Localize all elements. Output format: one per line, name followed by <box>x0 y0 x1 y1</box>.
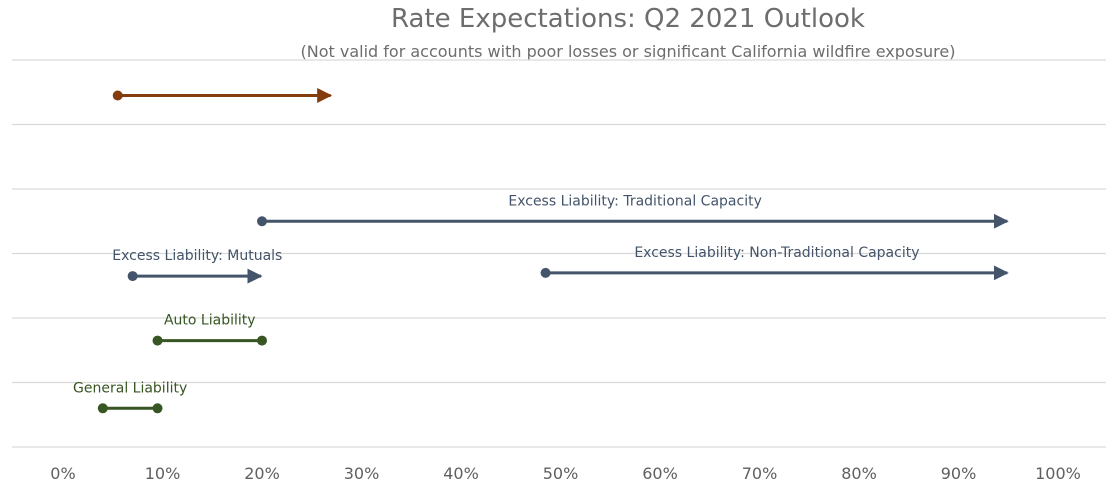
range-start-point <box>97 403 108 414</box>
series-range: General Liability <box>73 380 187 414</box>
range-end-point <box>152 403 163 414</box>
range-end-point <box>257 335 267 346</box>
series-label: Excess Liability: Traditional Capacity <box>508 193 762 209</box>
series-range: Excess Liability: Traditional Capacity <box>257 193 1009 229</box>
x-tick-label: 20% <box>244 464 280 483</box>
series-range: Excess Liability: Non-Traditional Capaci… <box>540 245 1009 281</box>
x-tick-label: 10% <box>145 464 181 483</box>
x-tick-label: 50% <box>543 464 579 483</box>
x-tick-label: 0% <box>50 464 75 483</box>
range-start-point <box>112 90 123 101</box>
chart-subtitle: (Not valid for accounts with poor losses… <box>300 42 956 61</box>
x-tick-label: 70% <box>742 464 778 483</box>
series-label: General Liability <box>73 380 187 396</box>
series-label: Excess Liability: Non-Traditional Capaci… <box>634 245 919 261</box>
series-label: Auto Liability <box>164 313 256 329</box>
x-tick-label: 90% <box>941 464 977 483</box>
series-ranges: Excess Liability: Traditional Capacity Ex… <box>73 87 1009 414</box>
x-tick-label: 60% <box>642 464 678 483</box>
gridlines <box>12 59 1106 448</box>
range-start-point <box>152 335 163 346</box>
x-tick-label: 40% <box>443 464 479 483</box>
x-tick-label: 100% <box>1035 464 1081 483</box>
chart-title: Rate Expectations: Q2 2021 Outlook <box>391 4 865 34</box>
series-range: Auto Liability <box>152 313 267 346</box>
range-start-point <box>257 216 267 227</box>
range-start-point <box>540 267 551 278</box>
x-tick-label: 30% <box>344 464 380 483</box>
series-label: Excess Liability: Mutuals <box>112 248 282 264</box>
series-range <box>112 87 333 103</box>
x-tick-label: 80% <box>841 464 877 483</box>
series-range: Excess Liability: Mutuals <box>112 248 282 284</box>
x-axis-ticks: 0% 10% 20% 30% 40% 50% 60% 70% 80% 90% 100% <box>50 464 1081 483</box>
range-start-point <box>127 271 138 282</box>
